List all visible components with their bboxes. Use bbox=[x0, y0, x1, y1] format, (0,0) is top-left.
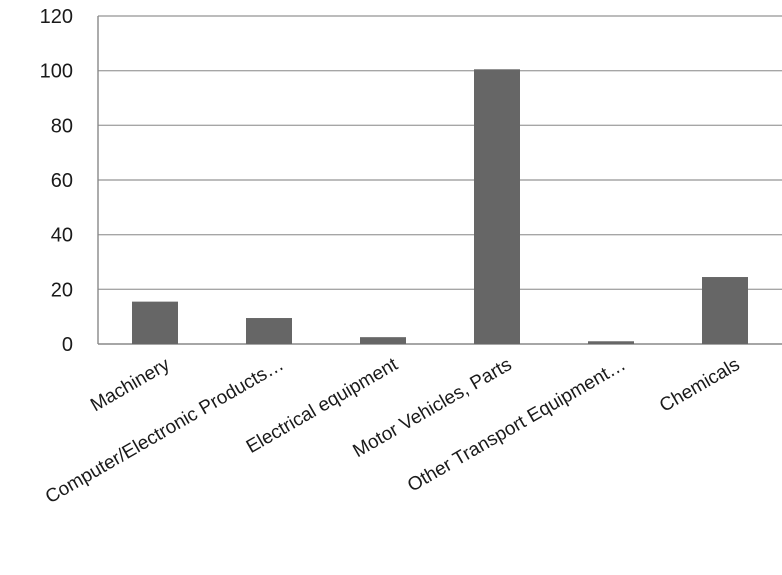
y-tick-label: 60 bbox=[51, 170, 73, 192]
bar-2 bbox=[246, 318, 292, 344]
y-tick-label: 120 bbox=[40, 6, 73, 28]
bar-4 bbox=[474, 69, 520, 345]
x-tick-label: Chemicals bbox=[656, 354, 743, 417]
y-tick-label: 80 bbox=[51, 115, 73, 137]
y-tick-label: 40 bbox=[51, 225, 73, 247]
y-tick-label: 100 bbox=[40, 61, 73, 83]
y-tick-label: 0 bbox=[62, 334, 73, 356]
y-tick-labels: 0 20 40 60 80 100 120 bbox=[40, 6, 73, 356]
gridlines bbox=[98, 15, 782, 291]
bar-5 bbox=[588, 341, 634, 344]
y-tick-label: 20 bbox=[51, 279, 73, 301]
bar-1 bbox=[132, 301, 178, 344]
x-tick-label: Other Transport Equipment… bbox=[404, 354, 629, 496]
axes bbox=[97, 16, 782, 345]
bar-3 bbox=[360, 337, 406, 344]
x-tick-label: Machinery bbox=[87, 354, 174, 416]
bars bbox=[132, 69, 748, 345]
bar-6 bbox=[702, 277, 748, 344]
